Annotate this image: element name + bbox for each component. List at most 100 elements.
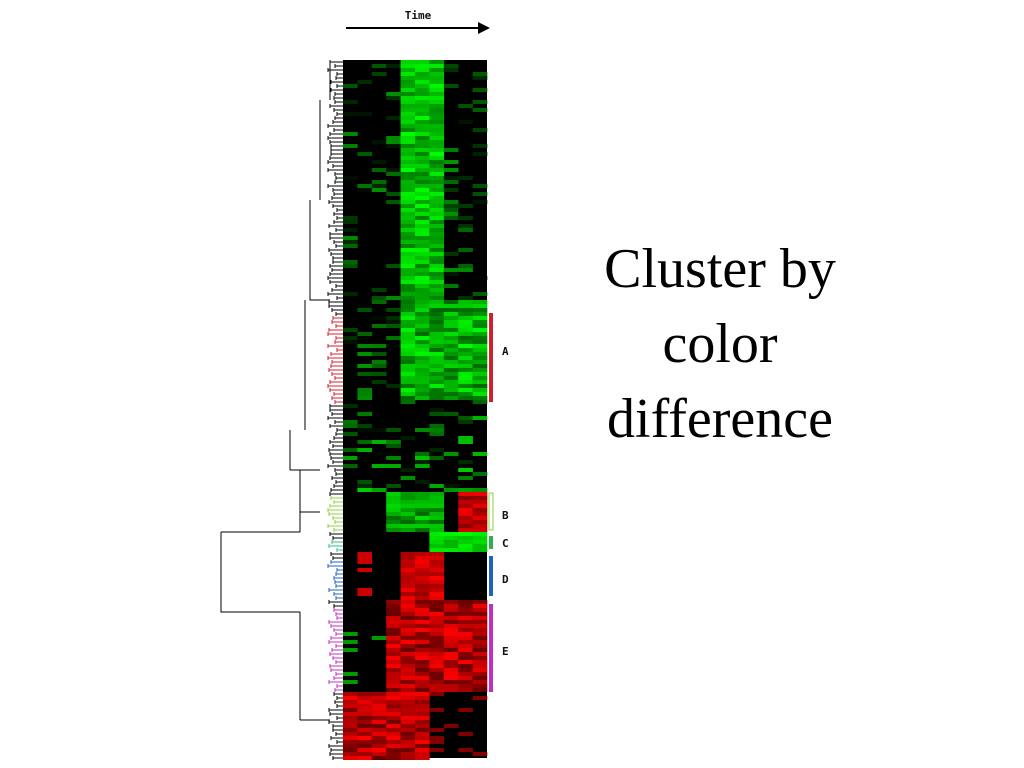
heatmap-cell bbox=[386, 656, 401, 660]
tree-leaf bbox=[333, 676, 343, 680]
tree-leaf bbox=[336, 568, 343, 572]
heatmap-cell bbox=[458, 624, 473, 628]
heatmap-cell bbox=[429, 96, 445, 100]
heatmap-cell bbox=[429, 568, 445, 572]
heatmap-cell bbox=[429, 604, 445, 608]
heatmap-cell bbox=[429, 328, 445, 332]
heatmap-cell bbox=[429, 248, 445, 252]
heatmap-cell bbox=[472, 752, 488, 756]
heatmap-cell bbox=[429, 544, 445, 548]
heatmap-cell bbox=[386, 116, 401, 120]
heatmap-cell bbox=[415, 152, 430, 156]
heatmap-cell bbox=[400, 732, 416, 736]
heatmap-cell bbox=[458, 508, 473, 512]
tree-leaf bbox=[327, 292, 343, 296]
heatmap-cell bbox=[429, 684, 445, 688]
heatmap-cell bbox=[458, 380, 473, 384]
heatmap-cell bbox=[386, 456, 401, 460]
heatmap-cell bbox=[415, 676, 430, 680]
heatmap-cell bbox=[386, 512, 401, 516]
heatmap-cell bbox=[443, 548, 459, 552]
heatmap-cell bbox=[415, 688, 430, 692]
tree-leaf bbox=[336, 696, 343, 700]
heatmap-cell bbox=[415, 528, 430, 532]
heatmap-cell bbox=[415, 268, 430, 272]
tree-leaf bbox=[333, 192, 343, 196]
heatmap-cell bbox=[429, 636, 445, 640]
heatmap-cell bbox=[429, 392, 445, 396]
heatmap-cell bbox=[429, 572, 445, 576]
heatmap-cell bbox=[429, 448, 445, 452]
tree-leaf bbox=[336, 208, 343, 212]
heatmap-cell bbox=[429, 368, 445, 372]
heatmap-cell bbox=[458, 464, 473, 468]
heatmap-cell bbox=[472, 348, 488, 352]
heatmap-cell bbox=[386, 524, 401, 528]
heatmap-cell bbox=[400, 368, 416, 372]
heatmap-cell bbox=[400, 576, 416, 580]
heatmap-cell bbox=[458, 320, 473, 324]
heatmap-cell bbox=[415, 168, 430, 172]
heatmap-cell bbox=[458, 268, 473, 272]
heatmap-cell bbox=[415, 372, 430, 376]
heatmap-cell bbox=[400, 560, 416, 564]
heatmap-cell bbox=[415, 604, 430, 608]
heatmap-cell bbox=[429, 112, 445, 116]
heatmap-cell bbox=[458, 332, 473, 336]
heatmap-cell bbox=[458, 300, 473, 304]
heatmap-cell bbox=[343, 708, 358, 712]
heatmap-cell bbox=[472, 644, 488, 648]
heatmap-cell bbox=[386, 316, 401, 320]
heatmap-cell bbox=[415, 284, 430, 288]
heatmap-cell bbox=[415, 120, 430, 124]
tree-leaf bbox=[330, 152, 343, 156]
tree-leaf bbox=[329, 104, 343, 108]
tree-leaf bbox=[329, 504, 343, 508]
heatmap-cell bbox=[415, 136, 430, 140]
heatmap-cell bbox=[400, 516, 416, 520]
tree-leaf bbox=[334, 64, 343, 68]
heatmap-cell bbox=[357, 752, 373, 756]
heatmap-cell bbox=[429, 68, 445, 72]
heatmap-cell bbox=[343, 260, 358, 264]
heatmap-cell bbox=[400, 616, 416, 620]
heatmap-cell bbox=[400, 260, 416, 264]
tree-leaf bbox=[328, 720, 343, 724]
heatmap-cell bbox=[472, 452, 488, 456]
heatmap-cell bbox=[415, 672, 430, 676]
heatmap-cell bbox=[386, 344, 401, 348]
heatmap-cell bbox=[472, 652, 488, 656]
heatmap-cell bbox=[443, 544, 459, 548]
heatmap-cell bbox=[371, 720, 387, 724]
tree-leaf bbox=[332, 516, 343, 520]
heatmap-cell bbox=[400, 332, 416, 336]
tree-leaf bbox=[330, 488, 343, 492]
heatmap-cell bbox=[472, 672, 488, 676]
tree-leaf bbox=[335, 472, 343, 476]
heatmap-cell bbox=[443, 640, 459, 644]
heatmap-cell bbox=[472, 72, 488, 76]
heatmap-cell bbox=[429, 692, 445, 696]
heatmap-cell bbox=[429, 108, 445, 112]
heatmap-cell bbox=[415, 568, 430, 572]
heatmap-cell bbox=[400, 212, 416, 216]
heatmap-cell bbox=[415, 244, 430, 248]
heatmap-cell bbox=[472, 616, 488, 620]
tree-leaf bbox=[335, 244, 343, 248]
heatmap-cell bbox=[472, 600, 488, 604]
heatmap-cell bbox=[415, 324, 430, 328]
heatmap-cell bbox=[458, 492, 473, 496]
heatmap-cell bbox=[400, 172, 416, 176]
heatmap-cell bbox=[400, 352, 416, 356]
heatmap-cell bbox=[443, 184, 459, 188]
heatmap-cell bbox=[400, 748, 416, 752]
tree-leaf bbox=[334, 420, 343, 424]
heatmap-cell bbox=[443, 168, 459, 172]
heatmap-cell bbox=[429, 376, 445, 380]
heatmap-cell bbox=[458, 312, 473, 316]
heatmap-cell bbox=[400, 364, 416, 368]
heatmap-cell bbox=[343, 724, 358, 728]
heatmap-cell bbox=[429, 216, 445, 220]
heatmap-cell bbox=[472, 392, 488, 396]
